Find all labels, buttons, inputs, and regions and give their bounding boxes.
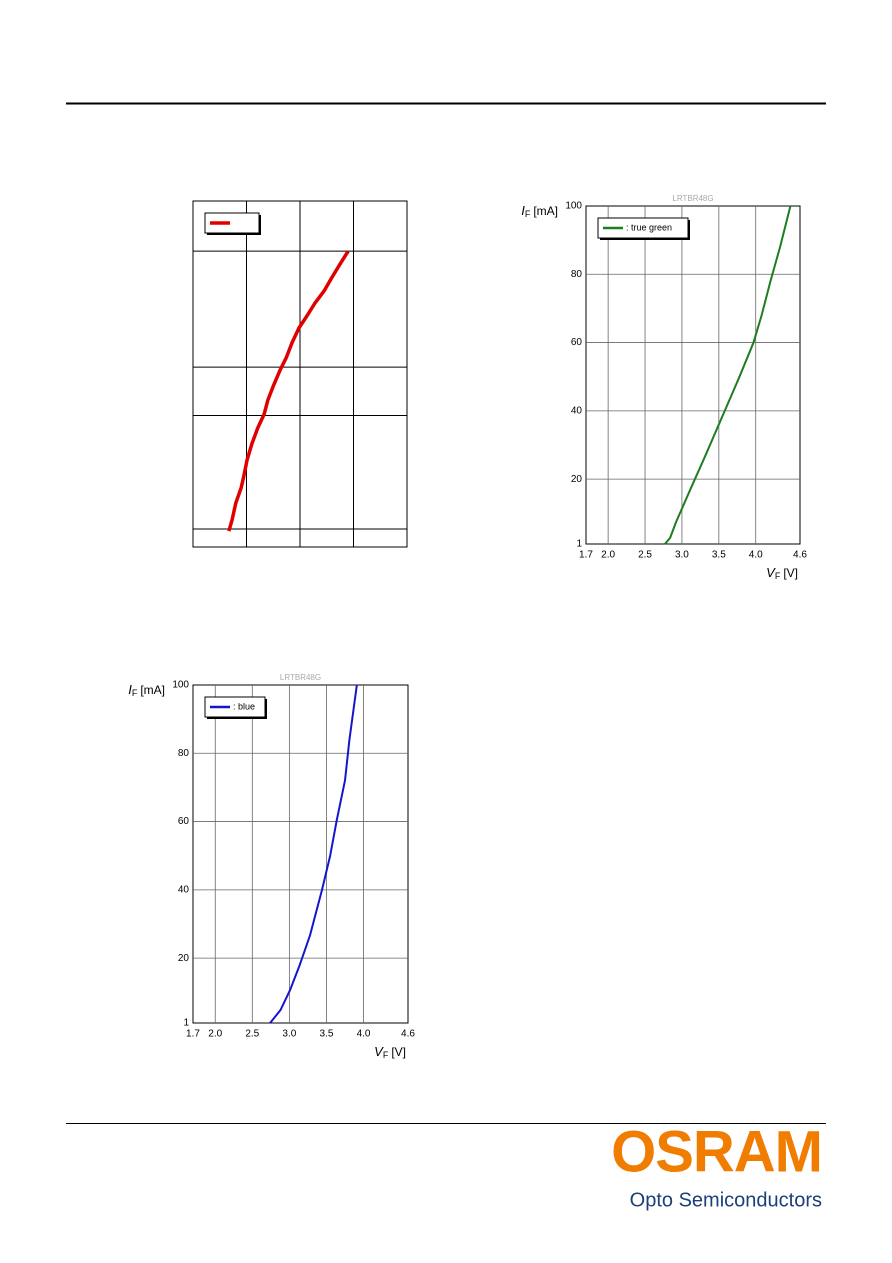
y-tick-label: 40 <box>571 405 583 416</box>
legend-box <box>597 217 689 239</box>
series-line <box>227 250 350 532</box>
x-tick-label: 3.0 <box>675 550 689 561</box>
legend-box <box>204 696 266 718</box>
series-line <box>664 205 792 545</box>
y-axis-label-part: F <box>132 688 138 698</box>
y-tick-label: 80 <box>571 269 583 280</box>
x-tick-label: 4.0 <box>749 550 763 561</box>
x-axis-label: VF [V] <box>374 1044 406 1060</box>
x-tick-label: 2.5 <box>245 1029 259 1040</box>
x-axis-label-part: V <box>766 565 776 580</box>
y-axis-label-part: F <box>525 209 531 219</box>
y-tick-label: 100 <box>565 201 582 212</box>
legend-label: : true green <box>626 222 672 232</box>
y-axis-label: IF [mA] <box>521 203 558 219</box>
x-tick-label: 3.0 <box>282 1029 296 1040</box>
x-axis-label-part: V <box>374 1044 384 1059</box>
series-line <box>269 684 358 1024</box>
x-tick-label: 2.5 <box>638 550 652 561</box>
chart-title: LRTBR48G <box>280 673 321 682</box>
logo: OSRAM <box>611 1119 822 1184</box>
y-axis-label-part: [mA] <box>140 683 165 697</box>
y-tick-label: 1 <box>183 1018 189 1029</box>
y-tick-label: 100 <box>172 680 189 691</box>
y-tick-label: 60 <box>571 337 583 348</box>
x-tick-label: 2.0 <box>208 1029 222 1040</box>
x-axis-label: VF [V] <box>766 565 798 581</box>
plot-area <box>585 205 801 545</box>
y-axis-label-part: [mA] <box>533 204 558 218</box>
x-tick-label: 4.6 <box>401 1029 415 1040</box>
legend-box <box>204 212 260 234</box>
y-axis-label: IF [mA] <box>128 682 165 698</box>
x-tick-label: 3.5 <box>319 1029 333 1040</box>
y-tick-label: 60 <box>178 816 190 827</box>
y-axis-label-part: I <box>521 203 525 218</box>
legend-label: : blue <box>233 701 255 711</box>
x-tick-label: 4.6 <box>793 550 807 561</box>
x-tick-label: 4.0 <box>357 1029 371 1040</box>
x-axis-label-part: [V] <box>783 566 798 580</box>
plot-area <box>192 684 409 1024</box>
y-tick-label: 20 <box>178 953 190 964</box>
chart-title: LRTBR48G <box>672 194 713 203</box>
y-tick-label: 20 <box>571 474 583 485</box>
x-tick-label: 2.0 <box>601 550 615 561</box>
x-tick-label: 1.7 <box>579 550 593 561</box>
x-tick-label: 1.7 <box>186 1029 200 1040</box>
tagline: Opto Semiconductors <box>630 1189 822 1211</box>
y-tick-label: 1 <box>576 539 582 550</box>
y-axis-label-part: I <box>128 682 132 697</box>
x-axis-label-part: F <box>383 1050 389 1060</box>
y-tick-label: 40 <box>178 884 190 895</box>
x-axis-label-part: F <box>775 571 781 581</box>
x-tick-label: 3.5 <box>712 550 726 561</box>
x-axis-label-part: [V] <box>391 1045 406 1059</box>
y-tick-label: 80 <box>178 748 190 759</box>
